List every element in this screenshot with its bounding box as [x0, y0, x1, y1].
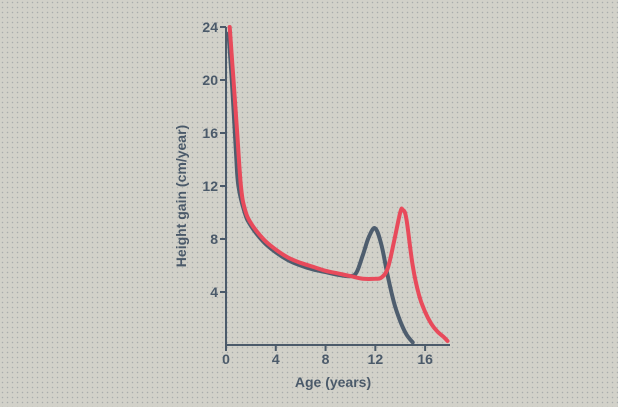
y-tick-label-16: 16 [202, 125, 218, 141]
series-line-1 [226, 31, 415, 345]
series-layer [226, 25, 450, 345]
y-tick-label-20: 20 [202, 72, 218, 88]
y-axis-title: Height gain (cm/year) [173, 125, 189, 267]
y-tick-label-12: 12 [202, 178, 218, 194]
y-tick-label-4: 4 [210, 284, 218, 300]
x-tick-label-12: 12 [368, 351, 384, 367]
y-tick-label-8: 8 [210, 231, 218, 247]
x-axis-title: Age (years) [295, 374, 371, 390]
y-tick-label-24: 24 [202, 19, 218, 35]
x-tick-label-16: 16 [417, 351, 433, 367]
axes-layer [220, 26, 450, 351]
labels-layer: 4 8 12 16 20 24 0 4 8 12 16 [202, 19, 433, 367]
x-tick-label-8: 8 [322, 351, 330, 367]
x-tick-label-0: 0 [222, 351, 230, 367]
series-line-2 [227, 25, 450, 343]
x-tick-label-4: 4 [272, 351, 280, 367]
